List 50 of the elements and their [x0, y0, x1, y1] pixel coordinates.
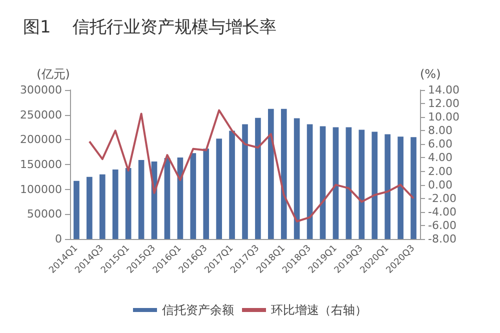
y2-tick-label: 4.00 [428, 151, 452, 164]
bar [358, 130, 365, 239]
y2-tick-label: 0.00 [428, 178, 452, 192]
y2-tick-label: 6.00 [428, 138, 452, 151]
bar [384, 134, 391, 239]
bar [346, 127, 352, 239]
y-tick-label: 50000 [27, 208, 62, 221]
bar [190, 153, 196, 239]
bar [332, 127, 339, 239]
y-tick-label: 200000 [20, 133, 62, 146]
bar [280, 108, 287, 239]
y-tick-label: 250000 [20, 108, 62, 122]
y2-tick-label: -4.00 [428, 205, 456, 218]
y-tick-label: 0 [55, 232, 62, 246]
legend-label: 信托资产余额 [162, 303, 234, 317]
y2-tick-label: -2.00 [428, 192, 456, 205]
legend-label: 环比增速（右轴） [271, 303, 367, 317]
bar [216, 138, 222, 239]
y2-tick-label: 8.00 [428, 124, 452, 138]
y-axis-title: (亿元) [36, 67, 70, 81]
bar [138, 160, 144, 239]
y2-tick-label: 12.00 [428, 97, 460, 110]
bar [398, 136, 404, 239]
bar [74, 180, 80, 239]
chart-title: 图1 信托行业资产规模与增长率 [23, 18, 276, 38]
bar [242, 124, 248, 239]
bar [306, 124, 313, 239]
bar [125, 168, 132, 239]
y2-tick-label: -6.00 [428, 218, 456, 232]
bar [164, 158, 170, 239]
y-tick-label: 150000 [20, 158, 62, 171]
bar [229, 130, 235, 239]
y-tick-label: 300000 [20, 84, 62, 96]
bar [410, 137, 416, 239]
bar [203, 148, 210, 239]
bar [99, 174, 106, 239]
bar [372, 132, 378, 239]
bar [268, 108, 274, 239]
bar [294, 118, 300, 239]
bar [112, 169, 118, 239]
y2-tick-label: 10.00 [428, 110, 460, 124]
bar [320, 126, 326, 239]
y2-axis-title: (%) [420, 67, 441, 81]
y2-tick-label: -8.00 [428, 232, 456, 246]
y2-tick-label: 2.00 [428, 164, 452, 178]
y2-tick-label: 14.00 [428, 84, 460, 96]
y-tick-label: 100000 [20, 182, 62, 196]
bar [255, 118, 261, 239]
bar [86, 176, 92, 239]
line-series [88, 109, 415, 222]
